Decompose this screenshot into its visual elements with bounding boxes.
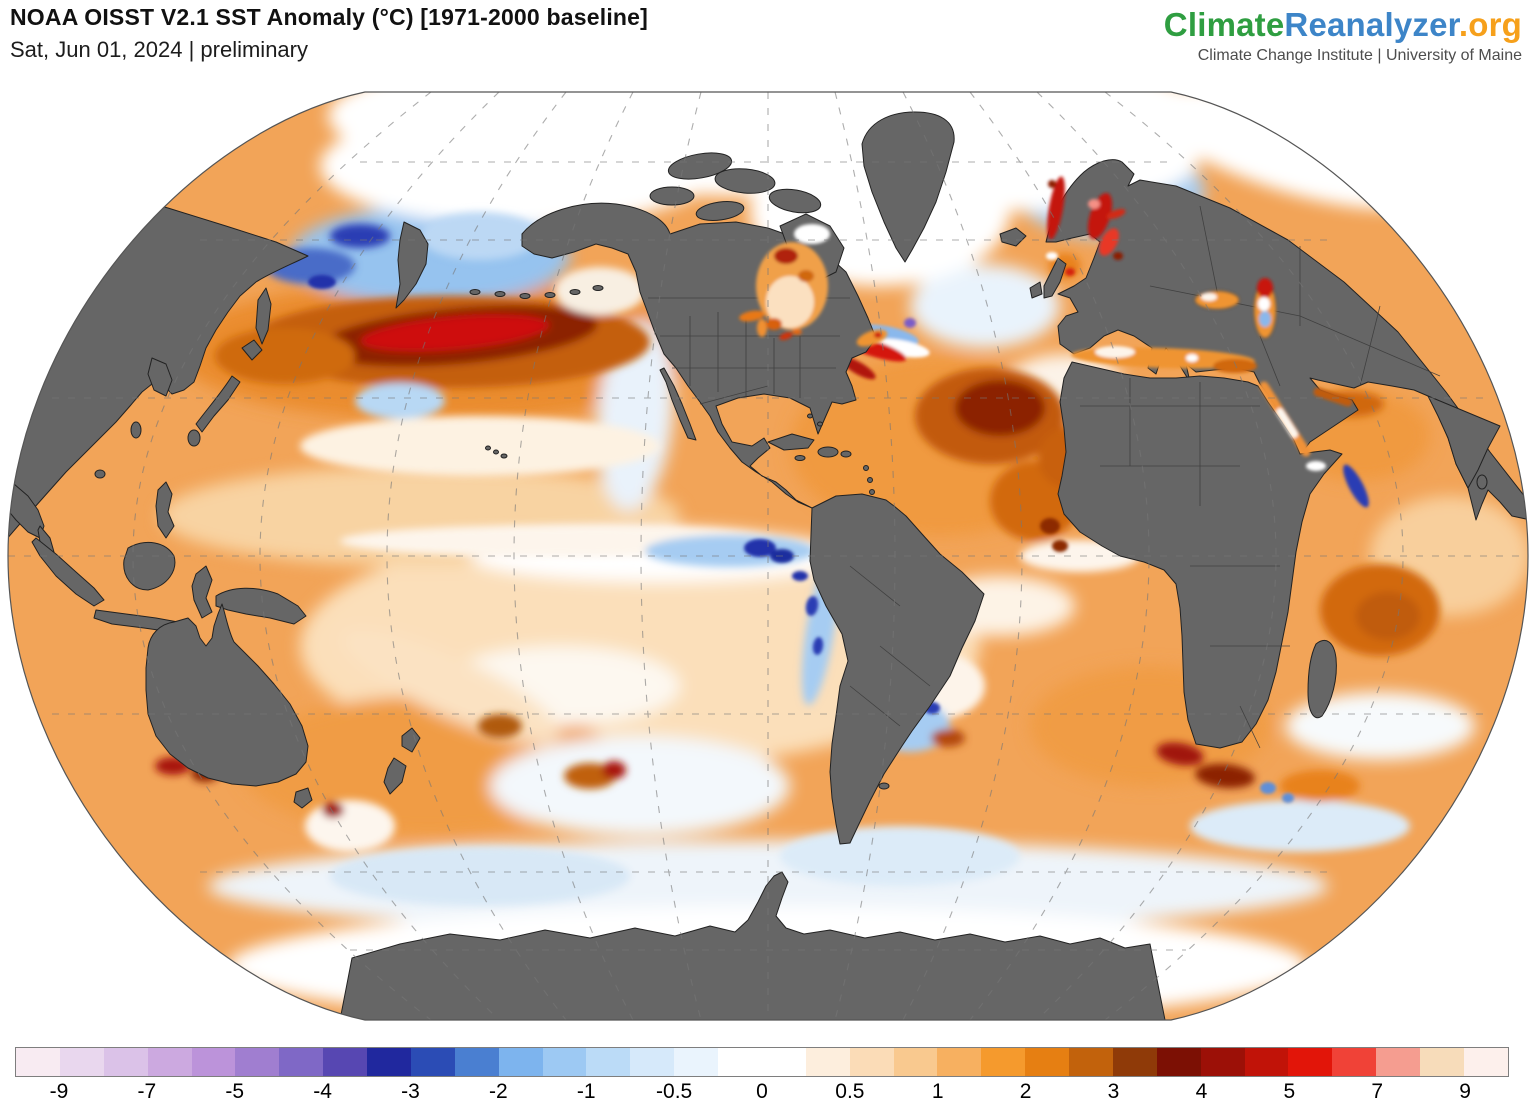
colorbar-segment bbox=[893, 1048, 938, 1076]
colorbar-tick-labels: -9 -7 -5 -4 -3 -2 -1 -0.5 0 0.5 1 2 3 4 5 7 9 bbox=[15, 1080, 1509, 1106]
colorbar-segment bbox=[279, 1048, 324, 1076]
colorbar-segment bbox=[454, 1048, 499, 1076]
korea bbox=[147, 357, 173, 397]
logo-part-org: .org bbox=[1458, 6, 1522, 43]
colorbar-segment bbox=[1420, 1048, 1464, 1076]
iceland bbox=[999, 227, 1027, 247]
sulawesi bbox=[191, 565, 213, 619]
colorbar-tick: -9 bbox=[49, 1080, 69, 1103]
colorbar-tick: -1 bbox=[576, 1080, 596, 1103]
colorbar-tick: 7 bbox=[1371, 1080, 1384, 1103]
colorbar-segment bbox=[1156, 1048, 1201, 1076]
continent-south-america bbox=[809, 493, 985, 845]
colorbar-segment bbox=[235, 1048, 280, 1076]
graticule bbox=[8, 92, 1528, 1020]
borneo bbox=[123, 541, 176, 591]
sri-lanka bbox=[1476, 474, 1488, 490]
colorbar-segment bbox=[761, 1048, 806, 1076]
ireland bbox=[1029, 281, 1043, 299]
colorbar-segment bbox=[147, 1048, 192, 1076]
new-zealand-south bbox=[383, 757, 407, 795]
continent-eurasia bbox=[1045, 159, 1528, 523]
climate-reanalyzer-logo: ClimateReanalyzer.org Climate Change Ins… bbox=[1164, 6, 1522, 65]
aleutian-islands bbox=[469, 285, 604, 299]
greenland bbox=[861, 111, 955, 263]
philippines bbox=[155, 481, 175, 539]
colorbar-segment bbox=[410, 1048, 455, 1076]
madagascar bbox=[1307, 640, 1337, 719]
colorbar-segment bbox=[1332, 1048, 1377, 1076]
colorbar-tick: 3 bbox=[1107, 1080, 1120, 1103]
colorbar-segment bbox=[1200, 1048, 1245, 1076]
header: NOAA OISST V2.1 SST Anomaly (°C) [1971-2… bbox=[10, 4, 648, 63]
caribbean-islands bbox=[767, 413, 875, 495]
colorbar-segment bbox=[103, 1048, 148, 1076]
colorbar-segment bbox=[1244, 1048, 1289, 1076]
britain bbox=[1043, 257, 1067, 299]
colorbar-segment bbox=[1288, 1048, 1333, 1076]
hawaii bbox=[485, 445, 508, 459]
colorbar-tick: -0.5 bbox=[656, 1080, 693, 1103]
japan bbox=[187, 339, 263, 447]
colorbar-tick: -5 bbox=[225, 1080, 245, 1103]
colorbar-tick: -4 bbox=[313, 1080, 332, 1103]
colorbar-tick: -7 bbox=[137, 1080, 157, 1103]
new-zealand-north bbox=[401, 727, 421, 753]
tasmania bbox=[293, 787, 313, 809]
colorbar-segment bbox=[542, 1048, 587, 1076]
colorbar-segment bbox=[1376, 1048, 1420, 1076]
inland-and-marginal-seas bbox=[739, 176, 1353, 471]
colorbar-tick: 0 bbox=[756, 1080, 768, 1103]
country-borders bbox=[648, 205, 1441, 749]
anomaly-colorbar bbox=[15, 1047, 1509, 1077]
colorbar-segment bbox=[805, 1048, 850, 1076]
colorbar-tick: 0.5 bbox=[835, 1080, 865, 1103]
logo-wordmark: ClimateReanalyzer.org bbox=[1164, 6, 1522, 44]
colorbar-segment bbox=[849, 1048, 894, 1076]
logo-part-climate: Climate bbox=[1163, 6, 1285, 43]
new-guinea bbox=[215, 587, 307, 625]
world-map-svg bbox=[7, 91, 1529, 1021]
colorbar-segment bbox=[498, 1048, 543, 1076]
page-title: NOAA OISST V2.1 SST Anomaly (°C) [1971-2… bbox=[10, 4, 649, 30]
colorbar-segment bbox=[1463, 1048, 1508, 1076]
colorbar-segment bbox=[718, 1048, 762, 1076]
sst-anomaly-map bbox=[0, 86, 1536, 1038]
colorbar-segment bbox=[586, 1048, 631, 1076]
logo-part-reanalyzer: Reanalyzer bbox=[1284, 6, 1459, 43]
colorbar-segment bbox=[1112, 1048, 1157, 1076]
kamchatka bbox=[395, 221, 429, 309]
institute-tagline: Climate Change Institute | University of… bbox=[1197, 47, 1522, 64]
colorbar-tick: 1 bbox=[931, 1080, 944, 1103]
sakhalin bbox=[255, 287, 272, 345]
colorbar-tick: 2 bbox=[1019, 1080, 1032, 1103]
colorbar-segment bbox=[937, 1048, 982, 1076]
colorbar-tick: 9 bbox=[1459, 1080, 1471, 1103]
colorbar-tick: 4 bbox=[1195, 1080, 1208, 1103]
taiwan bbox=[130, 421, 142, 439]
continent-africa bbox=[1057, 361, 1343, 749]
colorbar-tick: -2 bbox=[489, 1080, 508, 1103]
colorbar-segment bbox=[191, 1048, 236, 1076]
australia bbox=[145, 603, 309, 787]
colorbar-segment bbox=[1069, 1048, 1113, 1076]
antarctica bbox=[339, 871, 1166, 1020]
map-outline bbox=[7, 91, 1529, 1021]
date-line: Sat, Jun 01, 2024 | preliminary bbox=[10, 37, 308, 62]
hainan bbox=[94, 469, 106, 479]
colorbar-segment bbox=[59, 1048, 104, 1076]
continents bbox=[8, 111, 1528, 1020]
falkland-islands bbox=[878, 782, 890, 790]
colorbar-segment bbox=[1025, 1048, 1069, 1076]
colorbar-segment bbox=[16, 1048, 60, 1076]
colorbar-segment bbox=[630, 1048, 675, 1076]
colorbar-segment bbox=[367, 1048, 411, 1076]
colorbar-tick: -3 bbox=[401, 1080, 420, 1103]
colorbar-tick: 5 bbox=[1283, 1080, 1296, 1103]
colorbar-segment bbox=[981, 1048, 1026, 1076]
colorbar-segment bbox=[323, 1048, 367, 1076]
india bbox=[1427, 395, 1501, 489]
sumatra bbox=[31, 537, 105, 607]
colorbar-segment bbox=[674, 1048, 718, 1076]
